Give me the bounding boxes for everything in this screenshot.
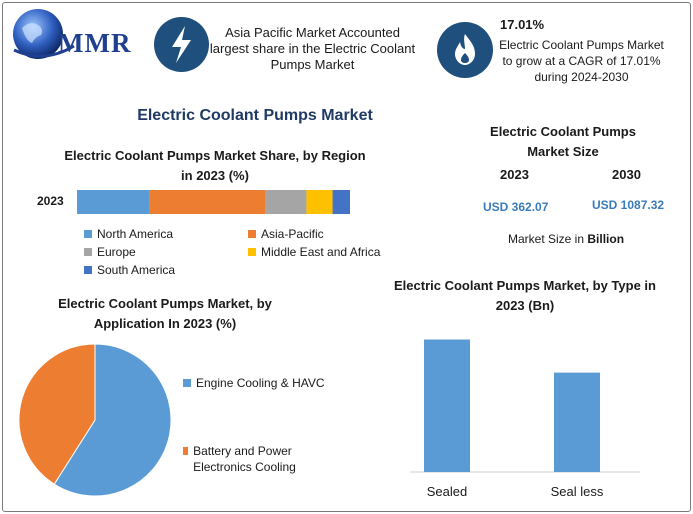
legend-swatch [84, 230, 92, 238]
legend-swatch [183, 379, 191, 387]
region-bar-segment-north-america [77, 190, 150, 214]
type-category-label: Sealed [427, 484, 467, 499]
legend-engine-cooling: Engine Cooling & HAVC [183, 376, 325, 390]
highlight-left-text: Asia Pacific Market Accounted largest sh… [209, 25, 416, 72]
legend-label: Battery and Power Electronics Cooling [193, 444, 296, 474]
legend-swatch [248, 248, 256, 256]
legend-swatch [84, 248, 92, 256]
market-size-value-2023: USD 362.07 [483, 200, 549, 214]
region-bar-segment-asia-pacific [149, 190, 266, 214]
pie-slice-engine-cooling [53, 343, 172, 497]
region-bar-segment-south-america [332, 190, 350, 214]
lightning-bolt-icon [154, 17, 209, 72]
flame-icon [437, 22, 493, 78]
main-title: Electric Coolant Pumps Market [137, 107, 373, 124]
legend-label: Engine Cooling & HAVC [196, 376, 325, 390]
legend-label: North America [97, 227, 174, 241]
application-pie-chart [18, 343, 172, 497]
market-size-note-unit: Billion [587, 232, 625, 246]
region-bar-segment-middle-east-and-africa [306, 190, 333, 214]
globe-icon [13, 9, 75, 59]
logo-text: MMR [58, 28, 132, 58]
legend-swatch [84, 266, 92, 274]
market-size-year-2023: 2023 [500, 167, 529, 182]
legend-label: Middle East and Africa [261, 245, 381, 259]
legend-mea: Middle East and Africa [248, 245, 380, 259]
type-bar-chart: Sealed Seal less [410, 339, 640, 499]
pie-slice-battery-cooling [18, 343, 96, 485]
mmr-logo [8, 6, 143, 66]
highlight-right-text: Electric Coolant Pumps Market to grow at… [499, 38, 664, 84]
legend-label: Europe [97, 245, 136, 259]
legend-north-america: North America [84, 227, 173, 241]
legend-label: South America [97, 263, 176, 277]
market-size-value-2030: USD 1087.32 [592, 198, 665, 212]
application-chart-title: Electric Coolant Pumps Market, by Applic… [58, 296, 272, 331]
market-size-title: Electric Coolant Pumps Market Size [490, 124, 636, 159]
legend-swatch [248, 230, 256, 238]
region-category-label: 2023 [37, 194, 64, 208]
legend-asia-pacific: Asia-Pacific [248, 227, 324, 241]
market-size-note-prefix: Market Size in [508, 232, 588, 246]
legend-label: Asia-Pacific [261, 227, 324, 241]
legend-south-america: South America [84, 263, 175, 277]
region-bar-segment-europe [265, 190, 307, 214]
cagr-value: 17.01% [500, 17, 545, 32]
market-size-note: Market Size in Billion [508, 232, 624, 246]
region-stacked-bar-chart [77, 190, 350, 214]
legend-battery-cooling: Battery and Power Electronics Cooling [183, 443, 323, 475]
type-bar-sealed [424, 339, 470, 472]
type-chart-title: Electric Coolant Pumps Market, by Type i… [394, 278, 656, 313]
market-size-year-2030: 2030 [612, 167, 641, 182]
legend-swatch [183, 447, 189, 455]
type-category-label: Seal less [551, 484, 604, 499]
region-chart-title: Electric Coolant Pumps Market Share, by … [64, 148, 366, 183]
legend-europe: Europe [84, 245, 136, 259]
type-bar-seal-less [554, 372, 600, 472]
